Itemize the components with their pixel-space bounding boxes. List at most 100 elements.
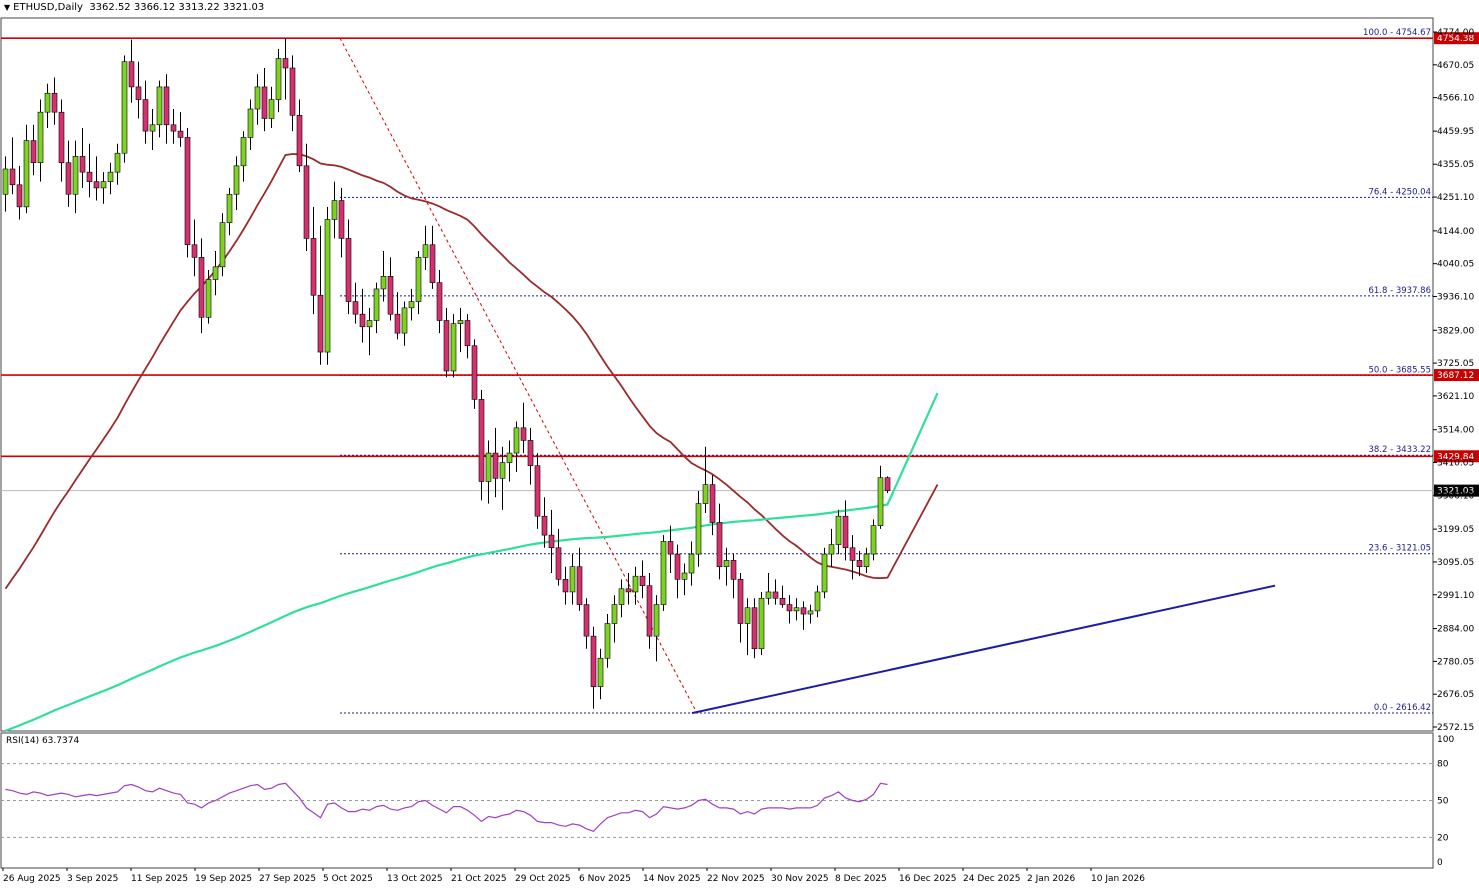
candle-bull [156, 86, 163, 126]
collapse-triangle-icon[interactable]: ▼ [4, 3, 11, 12]
candle-bear [303, 165, 310, 239]
fibonacci-retracement[interactable]: 100.0 - 4754.67 76.4 - 4250.04 61.8 - 3937… [339, 28, 1433, 714]
candle-bull [821, 553, 828, 593]
y-tick-label: 4355.05 [1437, 160, 1474, 170]
candle-bear [576, 566, 583, 605]
candle-bull [450, 323, 457, 372]
candle-bear [541, 515, 548, 536]
rsi-header: RSI(14) 63.7374 [6, 736, 80, 746]
candle-bear [884, 477, 891, 491]
x-tick-label: 27 Sep 2025 [259, 874, 316, 884]
x-tick-label: 3 Sep 2025 [67, 874, 118, 884]
candle-bear [93, 181, 100, 189]
candle-bull [275, 58, 282, 100]
candle-bull [485, 452, 492, 482]
level-badge-text: 3687.12 [1437, 371, 1474, 381]
candle-bull [324, 219, 331, 353]
candle-bull [744, 607, 751, 624]
level-badge [1434, 369, 1479, 382]
y-tick-label: 2991.10 [1437, 591, 1474, 601]
candle-bull [653, 604, 660, 637]
rsi-tick-label: 0 [1437, 858, 1443, 868]
x-tick-label: 24 Dec 2025 [963, 874, 1021, 884]
candle-bull [2, 168, 9, 195]
fib-label: 0.0 - 2616.42 [1374, 703, 1431, 713]
candle-bull [569, 566, 576, 593]
candle-bear [667, 541, 674, 555]
y-tick-label: 3514.00 [1437, 426, 1474, 436]
horizontal-levels[interactable]: 4754.38 3687.12 3429.84 3321.03 [1, 32, 1479, 497]
y-tick-label: 3621.10 [1437, 392, 1474, 402]
candle-bull [114, 152, 121, 173]
candle-bull [23, 140, 30, 208]
x-tick-label: 16 Dec 2025 [899, 874, 957, 884]
candle-bull [457, 320, 464, 324]
candle-bull [121, 61, 128, 154]
candle-bull [870, 525, 877, 555]
candle-bull [807, 610, 814, 615]
candle-bull [373, 288, 380, 321]
trendlines[interactable] [691, 584, 1276, 715]
candle-bear [842, 515, 849, 549]
x-tick-label: 11 Sep 2025 [131, 874, 188, 884]
y-tick-label: 3306.10 [1437, 491, 1474, 501]
candle-bull [513, 427, 520, 454]
candle-bull [149, 124, 156, 132]
y-tick-label: 4040.05 [1437, 260, 1474, 270]
candle-bear [142, 99, 149, 132]
candle-bull [247, 108, 254, 138]
y-tick-label: 4670.05 [1437, 61, 1474, 71]
candle-bull [793, 607, 800, 612]
candle-bear [310, 238, 317, 296]
support-trendline [691, 584, 1276, 715]
level-badge-text: 3429.84 [1437, 452, 1474, 462]
candle-bear [352, 301, 359, 315]
y-tick-label: 2676.05 [1437, 690, 1474, 700]
candle-bull [212, 266, 219, 280]
y-tick-label: 3199.05 [1437, 525, 1474, 535]
candle-bull [254, 86, 261, 110]
candle-bear [30, 140, 37, 163]
candle-bull [597, 657, 604, 687]
candle-bear [58, 111, 65, 163]
fib-label: 100.0 - 4754.67 [1363, 28, 1431, 38]
candle-bull [100, 181, 107, 189]
y-tick-label: 4459.95 [1437, 127, 1474, 137]
candle-bull [37, 111, 44, 163]
candle-bear [387, 276, 394, 315]
candle-bear [296, 115, 303, 167]
candle-bear [555, 547, 562, 580]
candle-bear [163, 86, 170, 126]
fib-label: 61.8 - 3937.86 [1368, 286, 1431, 296]
x-tick-label: 5 Oct 2025 [323, 874, 373, 884]
fib-diagonal [339, 37, 698, 714]
candle-bear [709, 484, 716, 523]
x-tick-label: 13 Oct 2025 [387, 874, 443, 884]
rsi-line [5, 782, 888, 832]
candle-bull [758, 597, 765, 650]
candle-bear [786, 604, 793, 612]
candle-bear [590, 635, 597, 687]
candle-bear [317, 294, 324, 353]
candle-bull [835, 515, 842, 545]
y-tick-label: 4251.10 [1437, 193, 1474, 203]
candle-bear [751, 607, 758, 650]
candle-bear [625, 588, 632, 593]
x-tick-label: 14 Nov 2025 [643, 874, 701, 884]
candle-bull [44, 92, 51, 113]
level-badge [1434, 450, 1479, 463]
candlesticks [2, 38, 891, 709]
moving-averages [4, 153, 939, 732]
candle-bear [674, 553, 681, 580]
candle-bull [268, 99, 275, 119]
ohlc-readout: 3362.52 3366.12 3313.22 3321.03 [89, 2, 265, 13]
candle-bear [65, 162, 72, 195]
candle-bear [79, 156, 86, 173]
chart-header: ▼ ETHUSD,Daily 3362.52 3366.12 3313.22 33… [4, 2, 264, 13]
candle-bear [128, 61, 135, 88]
candle-bear [534, 465, 541, 517]
candle-bull [408, 301, 415, 309]
last-price-badge-text: 3321.03 [1437, 487, 1474, 497]
candle-bull [877, 477, 884, 526]
